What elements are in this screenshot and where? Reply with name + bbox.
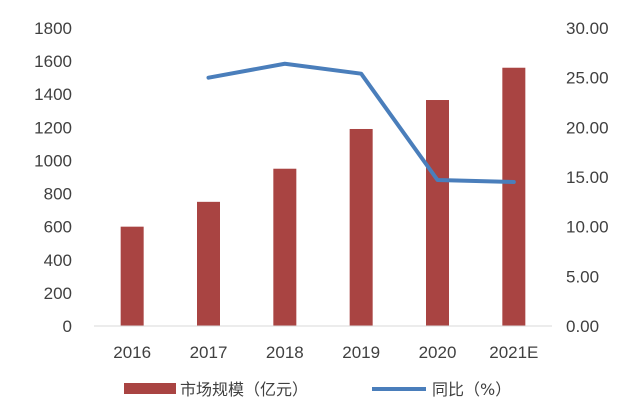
right-tick-label: 10.00 [566, 218, 609, 237]
right-axis-ticks: 0.00 5.00 10.00 15.00 20.00 25.00 30.00 [566, 19, 609, 336]
series-line [206, 61, 516, 184]
right-tick-label: 5.00 [566, 267, 599, 286]
legend-label-bar: 市场规模（亿元） [180, 380, 308, 399]
x-tick-label: 2019 [342, 343, 380, 362]
x-axis-ticks: 2016 2017 2018 2019 2020 2021E [113, 343, 538, 362]
bar [502, 67, 526, 326]
line-series [206, 61, 516, 184]
x-tick-label: 2016 [113, 343, 151, 362]
right-tick-label: 25.00 [566, 69, 609, 88]
x-tick-label: 2021E [489, 343, 538, 362]
bar-series [120, 67, 526, 327]
left-tick-label: 0 [63, 317, 72, 336]
x-tick-label: 2020 [419, 343, 457, 362]
left-tick-label: 1600 [34, 52, 72, 71]
left-tick-label: 1200 [34, 118, 72, 137]
left-tick-label: 800 [44, 185, 72, 204]
bar [273, 168, 297, 326]
right-tick-label: 30.00 [566, 19, 609, 38]
x-tick-label: 2017 [190, 343, 228, 362]
x-tick-label: 2018 [266, 343, 304, 362]
left-tick-label: 1000 [34, 151, 72, 170]
bar [349, 128, 373, 326]
legend: 市场规模（亿元） 同比（%） [124, 380, 511, 399]
legend-swatch-bar [124, 383, 176, 394]
bar [197, 201, 220, 326]
left-tick-label: 1400 [34, 85, 72, 104]
left-tick-label: 200 [44, 284, 72, 303]
left-tick-label: 400 [44, 251, 72, 270]
right-tick-label: 0.00 [566, 317, 599, 336]
bar [120, 226, 144, 326]
left-tick-label: 1800 [34, 19, 72, 38]
legend-label-line: 同比（%） [432, 380, 511, 399]
left-tick-label: 600 [44, 218, 72, 237]
right-tick-label: 20.00 [566, 118, 609, 137]
right-tick-label: 15.00 [566, 168, 609, 187]
bar [426, 100, 449, 327]
left-axis-ticks: 0 200 400 600 800 1000 1200 1400 1600 1800 [34, 19, 72, 336]
